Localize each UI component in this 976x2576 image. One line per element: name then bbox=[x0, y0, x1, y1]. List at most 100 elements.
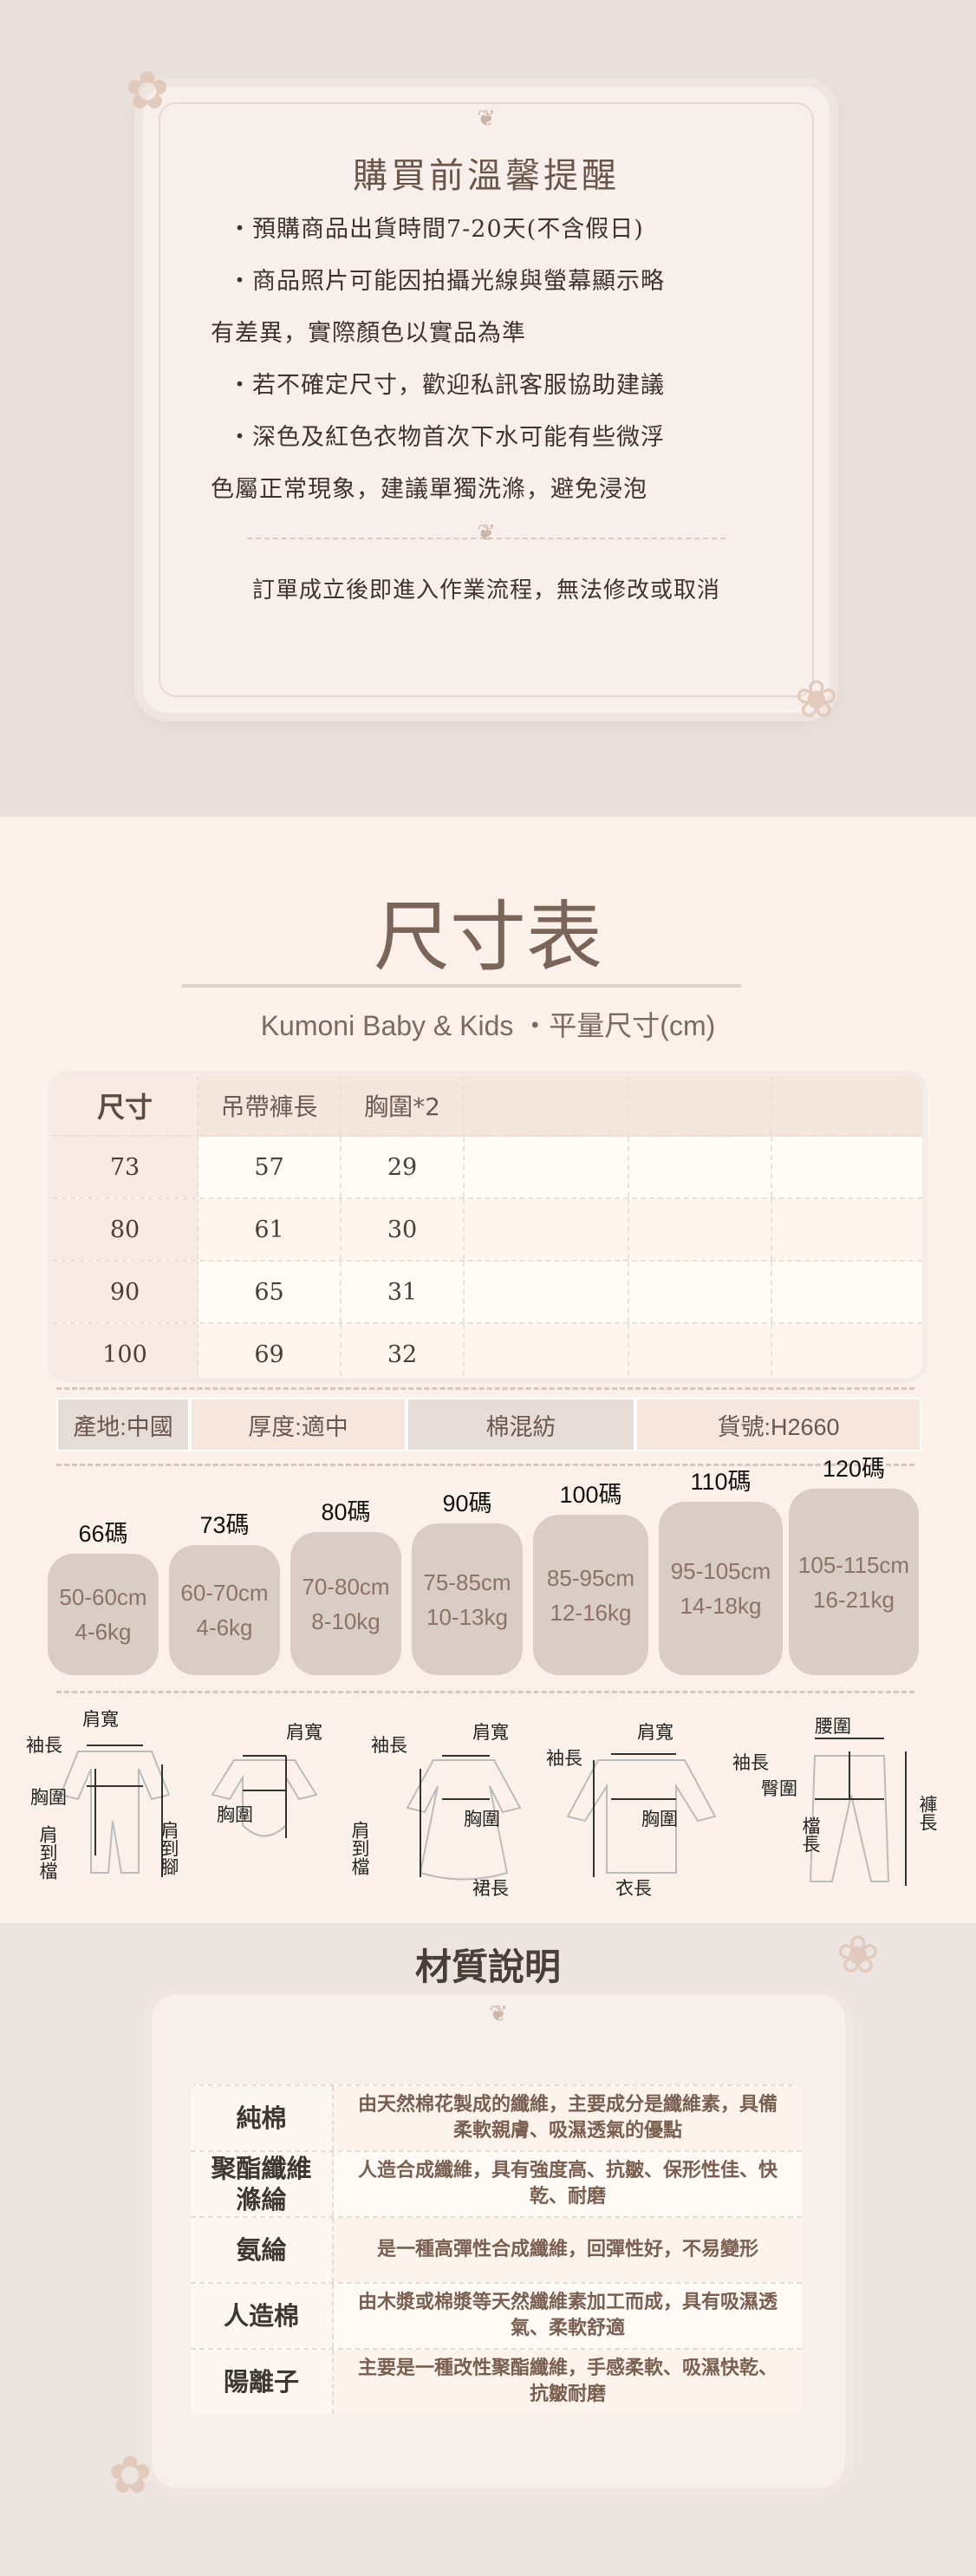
size-height: 60-70cm bbox=[180, 1580, 269, 1606]
flower-decoration-icon: ✿ bbox=[126, 61, 170, 121]
label-chest: 胸圍 bbox=[217, 1804, 253, 1825]
size-height: 50-60cm bbox=[59, 1584, 147, 1610]
header-cell: 吊帶褲長 bbox=[198, 1076, 342, 1135]
table-cell: 90 bbox=[53, 1262, 198, 1322]
materials-table: 純棉 由天然棉花製成的纖維，主要成分是纖維素，具備柔軟親膚、吸濕透氣的優點 聚酯纖維… bbox=[191, 2084, 802, 2414]
material-description: 是一種高彈性合成纖維，回彈性好，不易變形 bbox=[334, 2218, 802, 2282]
label-shoulder-foot: 肩到腳 bbox=[159, 1821, 179, 1875]
table-cell bbox=[772, 1324, 915, 1378]
notice-line: 有差異，實際顏色以實品為準 bbox=[211, 320, 526, 347]
table-cell: 61 bbox=[198, 1199, 342, 1260]
size-weight: 16-21kg bbox=[813, 1586, 895, 1613]
notice-section: ✿ ❀ ❦ 購買前溫馨提醒 ・預購商品出貨時間7-20天(不含假日) ・商品照片… bbox=[0, 0, 976, 817]
label-shoulder: 肩寬 bbox=[637, 1722, 673, 1743]
table-cell: 30 bbox=[342, 1199, 465, 1260]
table-cell bbox=[465, 1199, 629, 1260]
size-bubble: 75-85cm 10-13kg bbox=[412, 1523, 523, 1675]
size-bubble: 85-95cm 12-16kg bbox=[533, 1515, 648, 1675]
size-height: 85-95cm bbox=[546, 1564, 635, 1591]
material-description: 由木漿或棉漿等天然纖維素加工而成，具有吸濕透氣、柔軟舒適 bbox=[334, 2284, 802, 2348]
label-pants-length: 褲長 bbox=[917, 1795, 938, 1831]
label-waist: 腰圍 bbox=[815, 1716, 851, 1737]
size-height: 95-105cm bbox=[670, 1558, 771, 1584]
divider bbox=[182, 984, 741, 988]
table-cell: 29 bbox=[342, 1137, 465, 1197]
size-height: 75-85cm bbox=[423, 1568, 511, 1595]
table-row: 100 69 32 bbox=[53, 1324, 922, 1378]
divider bbox=[247, 538, 725, 539]
size-chart-title: 尺寸表 bbox=[373, 892, 602, 981]
table-cell bbox=[629, 1324, 772, 1378]
label-rise: 檔長 bbox=[800, 1816, 821, 1853]
size-height: 105-115cm bbox=[797, 1551, 910, 1578]
size-bubble: 70-80cm 8-10kg bbox=[290, 1532, 401, 1675]
divider bbox=[56, 1691, 914, 1693]
label-shoulder: 肩寬 bbox=[472, 1722, 509, 1743]
label-sleeve: 袖長 bbox=[26, 1735, 62, 1756]
flower-decoration-icon: ✿ bbox=[108, 2445, 153, 2506]
material-description: 人造合成纖維，具有強度高、抗皺、保形性佳、快乾、耐磨 bbox=[334, 2152, 802, 2216]
size-height: 70-80cm bbox=[302, 1573, 390, 1600]
material-row: 氨綸 是一種高彈性合成纖維，回彈性好，不易變形 bbox=[191, 2216, 802, 2282]
notice-line: ・深色及紅色衣物首次下水可能有些微浮 bbox=[228, 424, 665, 451]
size-weight: 12-16kg bbox=[550, 1599, 632, 1626]
sku-label: 貨號:H2660 bbox=[637, 1399, 920, 1450]
size-weight: 8-10kg bbox=[311, 1608, 381, 1634]
header-cell: 尺寸 bbox=[53, 1076, 198, 1135]
header-cell bbox=[772, 1076, 915, 1135]
measurement-diagrams: 肩寬 袖長 胸圍 肩到檔 肩到腳 肩寬 袖長 胸圍 肩到檔 肩寬 袖長 胸圍 裙… bbox=[26, 1709, 938, 1899]
table-cell bbox=[772, 1199, 915, 1260]
label-hip: 臀圍 bbox=[761, 1778, 797, 1799]
product-info-bar: 產地:中國 厚度:適中 棉混紡 貨號:H2660 bbox=[56, 1398, 921, 1451]
table-cell bbox=[772, 1137, 915, 1197]
flower-decoration-icon: ❀ bbox=[836, 1925, 880, 1986]
table-cell: 80 bbox=[53, 1199, 198, 1260]
label-top-length: 衣長 bbox=[615, 1878, 652, 1899]
table-row: 80 61 30 bbox=[53, 1199, 922, 1262]
size-weight: 10-13kg bbox=[426, 1603, 508, 1630]
ornament-icon: ❦ bbox=[477, 106, 496, 132]
notice-card: ✿ ❀ ❦ 購買前溫馨提醒 ・預購商品出貨時間7-20天(不含假日) ・商品照片… bbox=[126, 61, 838, 730]
table-cell: 57 bbox=[198, 1137, 342, 1197]
label-shoulder-crotch: 肩到檔 bbox=[37, 1825, 58, 1880]
label-chest: 胸圍 bbox=[30, 1787, 67, 1808]
divider bbox=[56, 1387, 914, 1390]
size-table: 尺寸 吊帶褲長 胸圍*2 73 57 29 80 61 30 90 65 31 100 69 32 bbox=[48, 1071, 927, 1383]
size-bubble: 105-115cm 16-21kg bbox=[789, 1489, 919, 1675]
fabric-label: 棉混紡 bbox=[408, 1399, 634, 1450]
table-cell: 32 bbox=[342, 1324, 465, 1378]
table-cell bbox=[629, 1137, 772, 1197]
size-bubble: 60-70cm 4-6kg bbox=[169, 1545, 280, 1675]
ornament-icon: ❦ bbox=[489, 2001, 508, 2027]
flower-decoration-icon: ❀ bbox=[794, 669, 838, 730]
header-cell: 胸圍*2 bbox=[342, 1076, 465, 1135]
label-shoulder-crotch: 肩到檔 bbox=[349, 1821, 370, 1875]
material-name: 人造棉 bbox=[191, 2284, 334, 2348]
label-shoulder: 肩寬 bbox=[286, 1722, 322, 1743]
divider bbox=[56, 1464, 914, 1466]
size-bubble: 50-60cm 4-6kg bbox=[48, 1554, 159, 1675]
label-chest: 胸圍 bbox=[641, 1809, 678, 1829]
measurement-lines bbox=[87, 1738, 907, 1886]
size-bubble: 95-105cm 14-18kg bbox=[659, 1502, 783, 1675]
size-label: 80碼 bbox=[321, 1499, 371, 1525]
size-weight: 4-6kg bbox=[196, 1614, 253, 1640]
size-label: 120碼 bbox=[822, 1456, 886, 1482]
size-label: 110碼 bbox=[690, 1469, 752, 1495]
material-row: 聚酯纖維滌綸 人造合成纖維，具有強度高、抗皺、保形性佳、快乾、耐磨 bbox=[191, 2150, 802, 2216]
table-cell: 100 bbox=[53, 1324, 198, 1378]
notice-line: 色屬正常現象，建議單獨洗滌，避免浸泡 bbox=[211, 476, 647, 503]
table-cell bbox=[629, 1262, 772, 1322]
table-cell: 65 bbox=[198, 1262, 342, 1322]
size-label: 100碼 bbox=[559, 1482, 622, 1508]
notice-title: 購買前溫馨提醒 bbox=[353, 156, 620, 196]
table-cell: 73 bbox=[53, 1137, 198, 1197]
size-label: 73碼 bbox=[199, 1512, 250, 1538]
romper-outline bbox=[59, 1751, 890, 1882]
table-header: 尺寸 吊帶褲長 胸圍*2 bbox=[53, 1076, 922, 1137]
notice-line: ・預購商品出貨時間7-20天(不含假日) bbox=[228, 216, 644, 243]
size-chart-subtitle: Kumoni Baby & Kids ・平量尺寸(cm) bbox=[260, 1010, 716, 1041]
table-cell bbox=[465, 1137, 629, 1197]
material-name: 純棉 bbox=[191, 2086, 334, 2150]
material-name: 陽離子 bbox=[191, 2350, 334, 2414]
